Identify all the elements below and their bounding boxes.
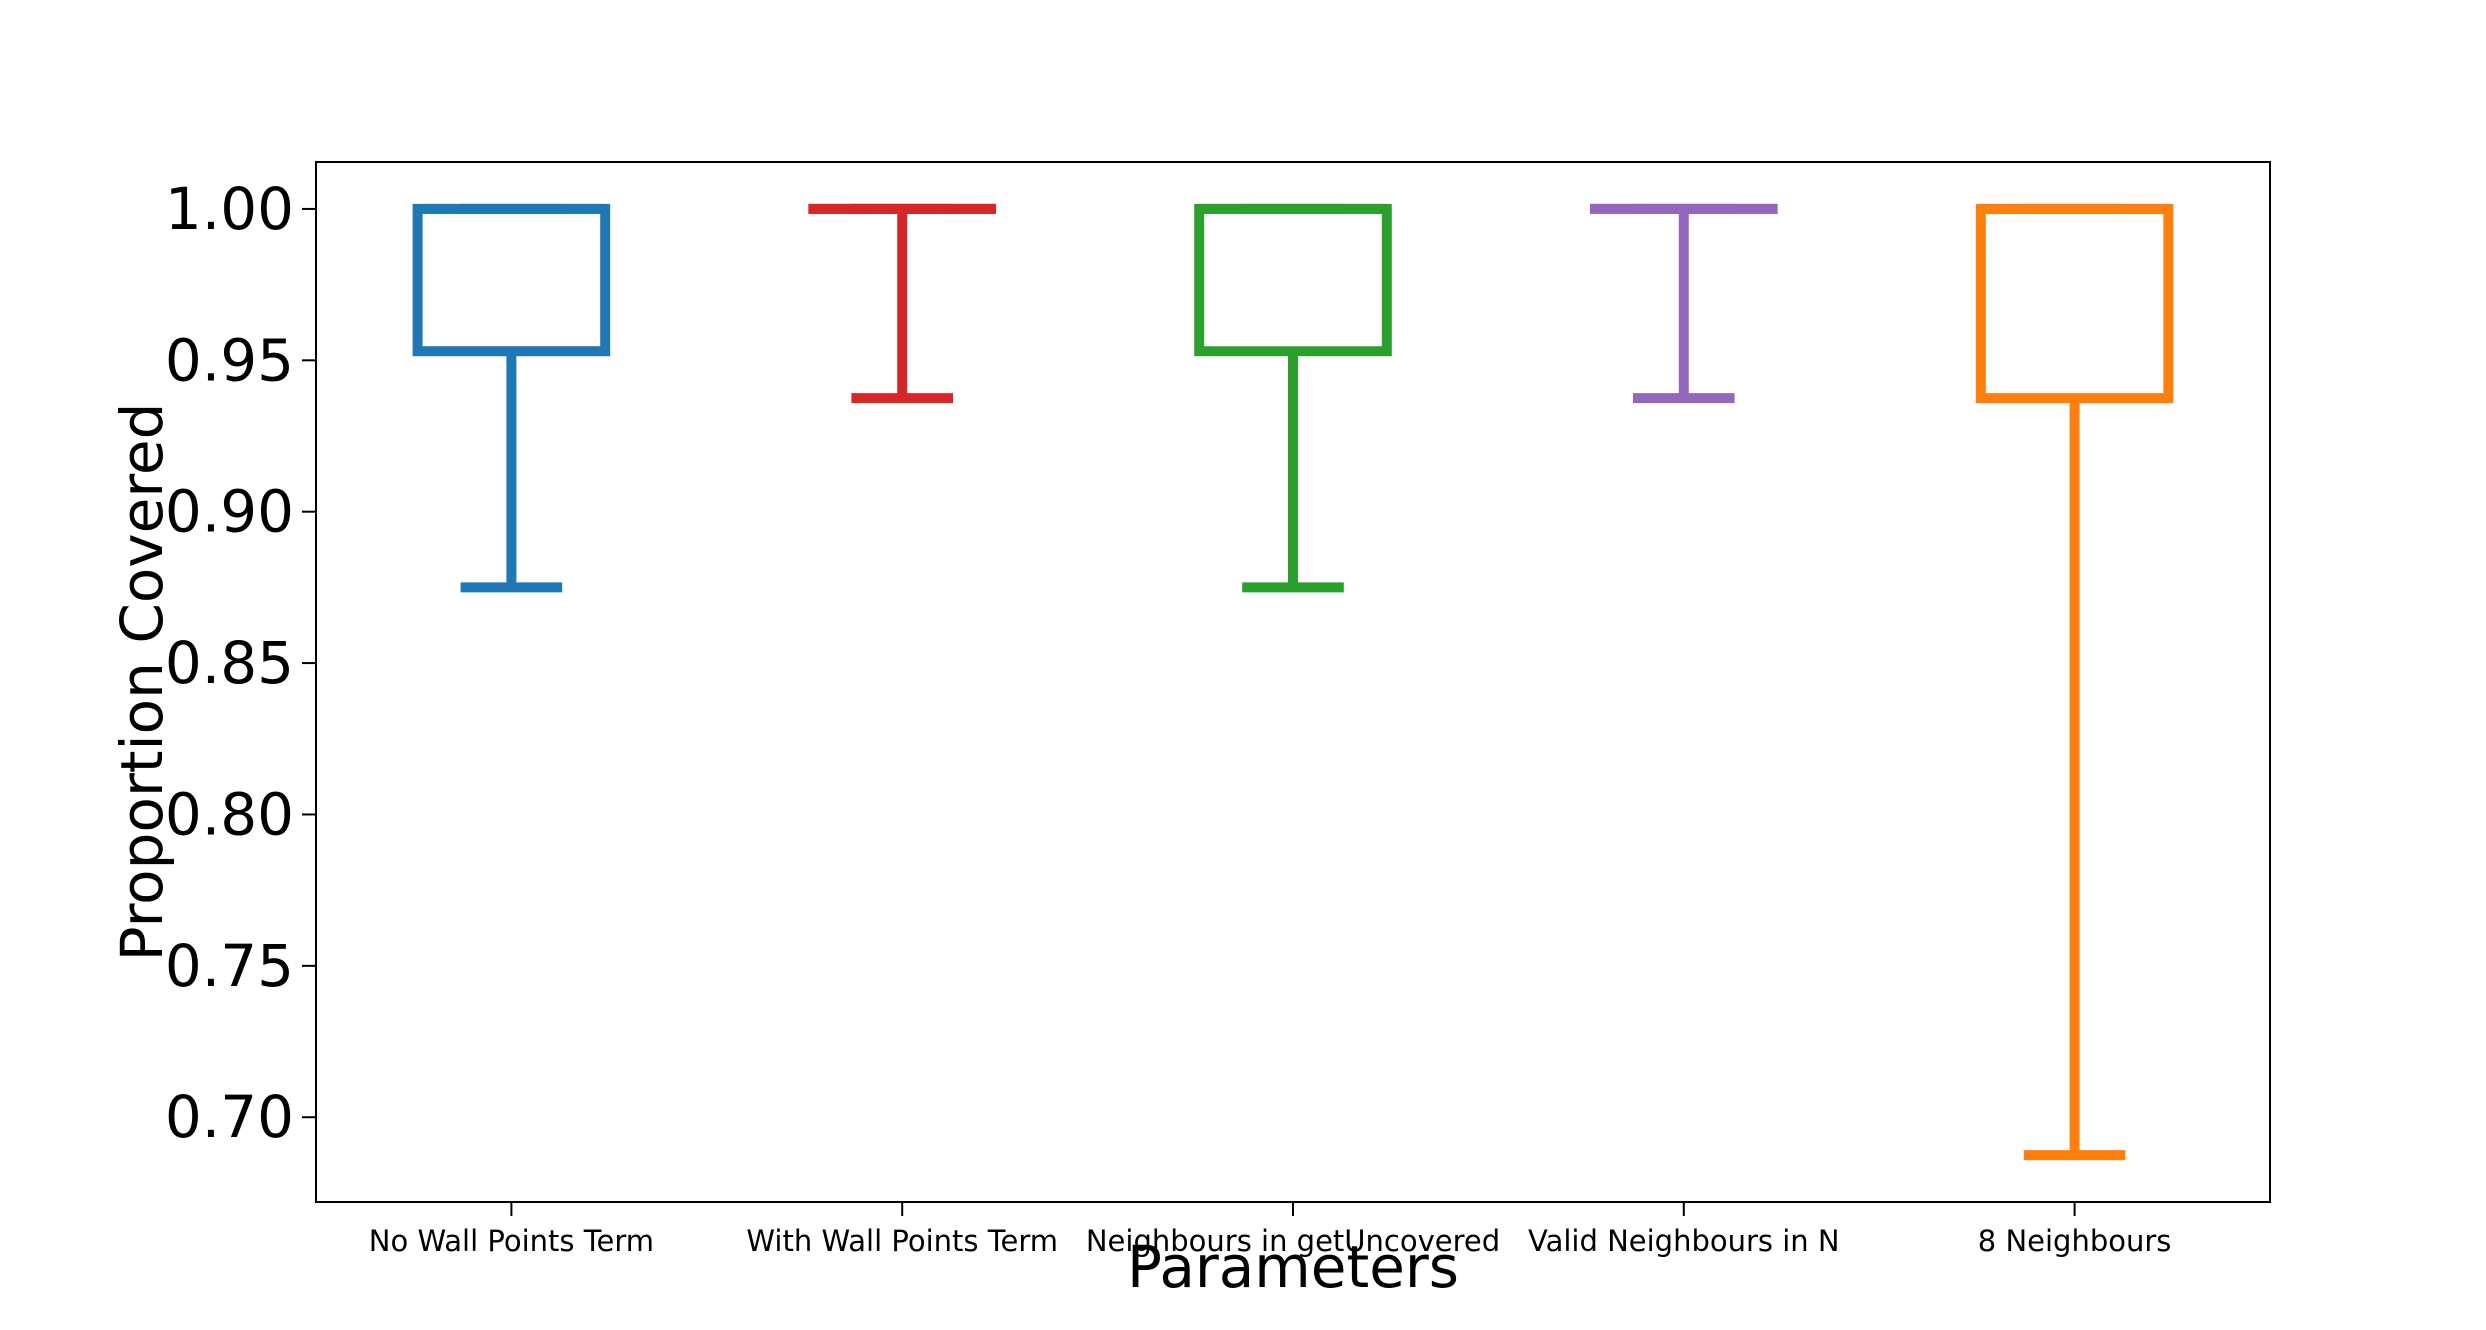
y-axis-ticks: 0.70 0.75 0.80 0.85 0.90 0.95 1.00	[165, 175, 316, 1151]
box-8-neighbours	[1975, 203, 2174, 1161]
box-series	[412, 203, 2174, 1161]
y-axis-title: Proportion Covered	[108, 403, 176, 962]
x-axis-title: Parameters	[1127, 1233, 1459, 1301]
x-tick-label: With Wall Points Term	[746, 1224, 1058, 1258]
box-valid-neighbours-in-n	[1590, 203, 1778, 404]
y-tick-label: 0.90	[165, 478, 294, 546]
box-no-wall-points-term	[412, 203, 611, 593]
plot-area	[315, 161, 2271, 1203]
x-tick-label: Neighbours in getUncovered	[1086, 1224, 1500, 1258]
y-tick-label: 0.85	[165, 629, 294, 697]
x-tick-label: Valid Neighbours in N	[1528, 1224, 1840, 1258]
x-axis-ticks: No Wall Points Term With Wall Points Term…	[369, 1202, 2172, 1258]
y-tick-label: 1.00	[165, 175, 294, 243]
x-tick-label: 8 Neighbours	[1978, 1224, 2172, 1258]
y-tick-label: 0.95	[165, 326, 294, 394]
y-tick-label: 0.80	[165, 780, 294, 848]
x-tick-label: No Wall Points Term	[369, 1224, 654, 1258]
box-neighbours-in-getuncovered	[1194, 203, 1392, 593]
box-with-wall-points-term	[808, 203, 996, 404]
y-tick-label: 0.70	[165, 1083, 294, 1151]
y-tick-label: 0.75	[165, 932, 294, 1000]
